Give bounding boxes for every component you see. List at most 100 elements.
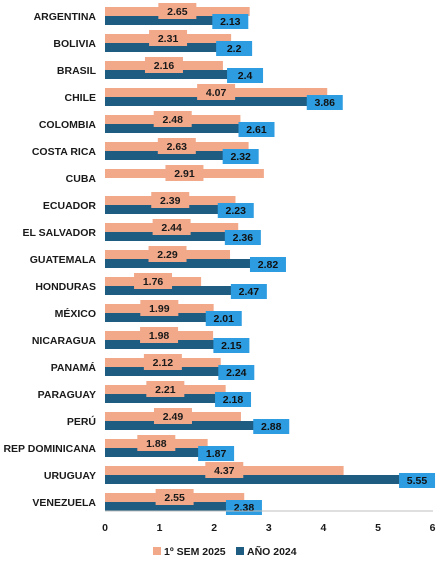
legend-label-2024: AÑO 2024 bbox=[247, 545, 297, 558]
data-label-2025-bg bbox=[158, 3, 197, 19]
data-label-2024-bg bbox=[230, 284, 267, 299]
data-label-2024: 2.61 bbox=[238, 122, 275, 137]
category-label: URUGUAY bbox=[44, 470, 96, 482]
data-label-2024-text: 1.87 bbox=[206, 448, 227, 460]
bar-2024 bbox=[105, 232, 234, 241]
data-label-2024: 2.24 bbox=[218, 365, 255, 380]
legend-label-2025: 1º SEM 2025 bbox=[164, 546, 226, 558]
data-label-2025-text: 4.37 bbox=[214, 465, 235, 477]
data-label-2024-bg bbox=[306, 95, 343, 110]
data-label-2025-text: 2.12 bbox=[153, 357, 174, 369]
bar-2024 bbox=[105, 97, 316, 106]
data-label-2025: 2.48 bbox=[153, 111, 192, 127]
data-label-2025-text: 2.16 bbox=[154, 60, 175, 72]
category-label: PERÚ bbox=[67, 415, 96, 428]
category-label: VENEZUELA bbox=[32, 497, 96, 509]
data-label-2025-text: 2.55 bbox=[164, 492, 185, 504]
data-label-2025: 2.65 bbox=[158, 3, 197, 19]
data-label-2025-bg bbox=[140, 300, 179, 316]
data-label-2025: 2.21 bbox=[146, 381, 185, 397]
data-label-2024: 3.86 bbox=[306, 95, 343, 110]
data-label-2025-text: 2.39 bbox=[160, 195, 181, 207]
data-label-2025-text: 2.48 bbox=[162, 114, 183, 126]
data-label-2025: 1.99 bbox=[140, 300, 179, 316]
data-label-2024: 2.36 bbox=[224, 230, 261, 245]
data-label-2024-bg bbox=[198, 446, 235, 461]
data-label-2024: 2.82 bbox=[249, 257, 286, 272]
data-label-2024: 2.18 bbox=[215, 392, 252, 407]
data-label-2025-bg bbox=[153, 408, 192, 424]
data-label-2024: 5.55 bbox=[399, 473, 436, 488]
data-label-2024: 2.13 bbox=[212, 14, 249, 29]
bar-2024 bbox=[105, 367, 228, 376]
data-label-2024: 2.38 bbox=[225, 500, 262, 515]
data-label-2025-text: 2.44 bbox=[161, 222, 182, 234]
category-label: HONDURAS bbox=[35, 281, 96, 293]
category-label: GUATEMALA bbox=[30, 254, 97, 266]
data-label-2024-bg bbox=[205, 311, 242, 326]
data-label-2025: 2.63 bbox=[157, 138, 196, 154]
data-label-2025: 2.16 bbox=[144, 57, 183, 73]
data-label-2025-bg bbox=[205, 462, 244, 478]
data-label-2024-text: 2.2 bbox=[227, 43, 242, 55]
category-label: CHILE bbox=[65, 92, 97, 104]
category-label: ARGENTINA bbox=[34, 11, 97, 23]
data-label-2025-bg bbox=[157, 138, 196, 154]
data-label-2025-text: 2.29 bbox=[157, 249, 178, 261]
bar-2024 bbox=[105, 475, 409, 484]
bar-2024 bbox=[105, 448, 208, 457]
data-label-2025-text: 2.21 bbox=[155, 384, 176, 396]
data-label-2025: 2.91 bbox=[165, 165, 204, 181]
data-label-2024-text: 2.38 bbox=[234, 502, 255, 514]
data-label-2025-bg bbox=[151, 192, 190, 208]
bar-2024 bbox=[105, 124, 248, 133]
data-label-2025: 1.88 bbox=[137, 435, 176, 451]
data-label-2025: 2.12 bbox=[143, 354, 182, 370]
category-labels: ARGENTINA BOLIVIA BRASIL CHILE COLOMBIA COSTA… bbox=[3, 11, 96, 509]
bar-2024 bbox=[105, 259, 259, 268]
data-label-2025: 1.98 bbox=[140, 327, 179, 343]
data-label-2025: 2.39 bbox=[151, 192, 190, 208]
data-label-2025-bg bbox=[144, 57, 183, 73]
category-label: EL SALVADOR bbox=[22, 227, 96, 239]
data-label-2024-bg bbox=[399, 473, 436, 488]
bar-2024 bbox=[105, 43, 226, 52]
bar-2024 bbox=[105, 70, 237, 79]
data-label-2025-text: 1.99 bbox=[149, 303, 170, 315]
data-label-2024-bg bbox=[238, 122, 275, 137]
data-label-2025-bg bbox=[140, 327, 179, 343]
bar-2024 bbox=[105, 286, 240, 295]
category-label: COLOMBIA bbox=[39, 119, 97, 131]
data-label-2024-text: 2.18 bbox=[223, 394, 244, 406]
bar-2024 bbox=[105, 151, 232, 160]
data-label-2024-bg bbox=[216, 41, 253, 56]
data-label-2025-text: 2.91 bbox=[174, 168, 195, 180]
data-label-2025-bg bbox=[152, 219, 191, 235]
category-label: MÉXICO bbox=[55, 307, 96, 320]
data-label-2025-bg bbox=[153, 111, 192, 127]
data-label-2024-bg bbox=[217, 203, 254, 218]
bar-2024 bbox=[105, 313, 215, 322]
data-label-2024-bg bbox=[212, 14, 249, 29]
data-label-2025: 1.76 bbox=[134, 273, 173, 289]
category-label: COSTA RICA bbox=[32, 146, 97, 158]
bar-2024 bbox=[105, 421, 263, 430]
bar-2024 bbox=[105, 16, 222, 25]
data-label-2024-text: 2.01 bbox=[214, 313, 235, 325]
data-label-2024-text: 2.32 bbox=[230, 151, 251, 163]
data-label-2025: 4.07 bbox=[197, 84, 236, 100]
data-label-2024: 1.87 bbox=[198, 446, 235, 461]
data-label-2025: 2.49 bbox=[153, 408, 192, 424]
data-label-2024-text: 2.47 bbox=[239, 286, 260, 298]
data-label-2025: 2.44 bbox=[152, 219, 191, 235]
category-label: REP DOMINICANA bbox=[3, 443, 96, 455]
data-label-2025-bg bbox=[197, 84, 236, 100]
data-label-2025-bg bbox=[137, 435, 176, 451]
data-label-2024: 2.2 bbox=[216, 41, 253, 56]
bar-2024 bbox=[105, 340, 223, 349]
data-label-2025-bg bbox=[146, 381, 185, 397]
data-label-2025: 2.29 bbox=[148, 246, 187, 262]
legend-swatch-2025 bbox=[153, 547, 161, 555]
data-label-2024-bg bbox=[227, 68, 264, 83]
category-label: ECUADOR bbox=[43, 200, 97, 212]
